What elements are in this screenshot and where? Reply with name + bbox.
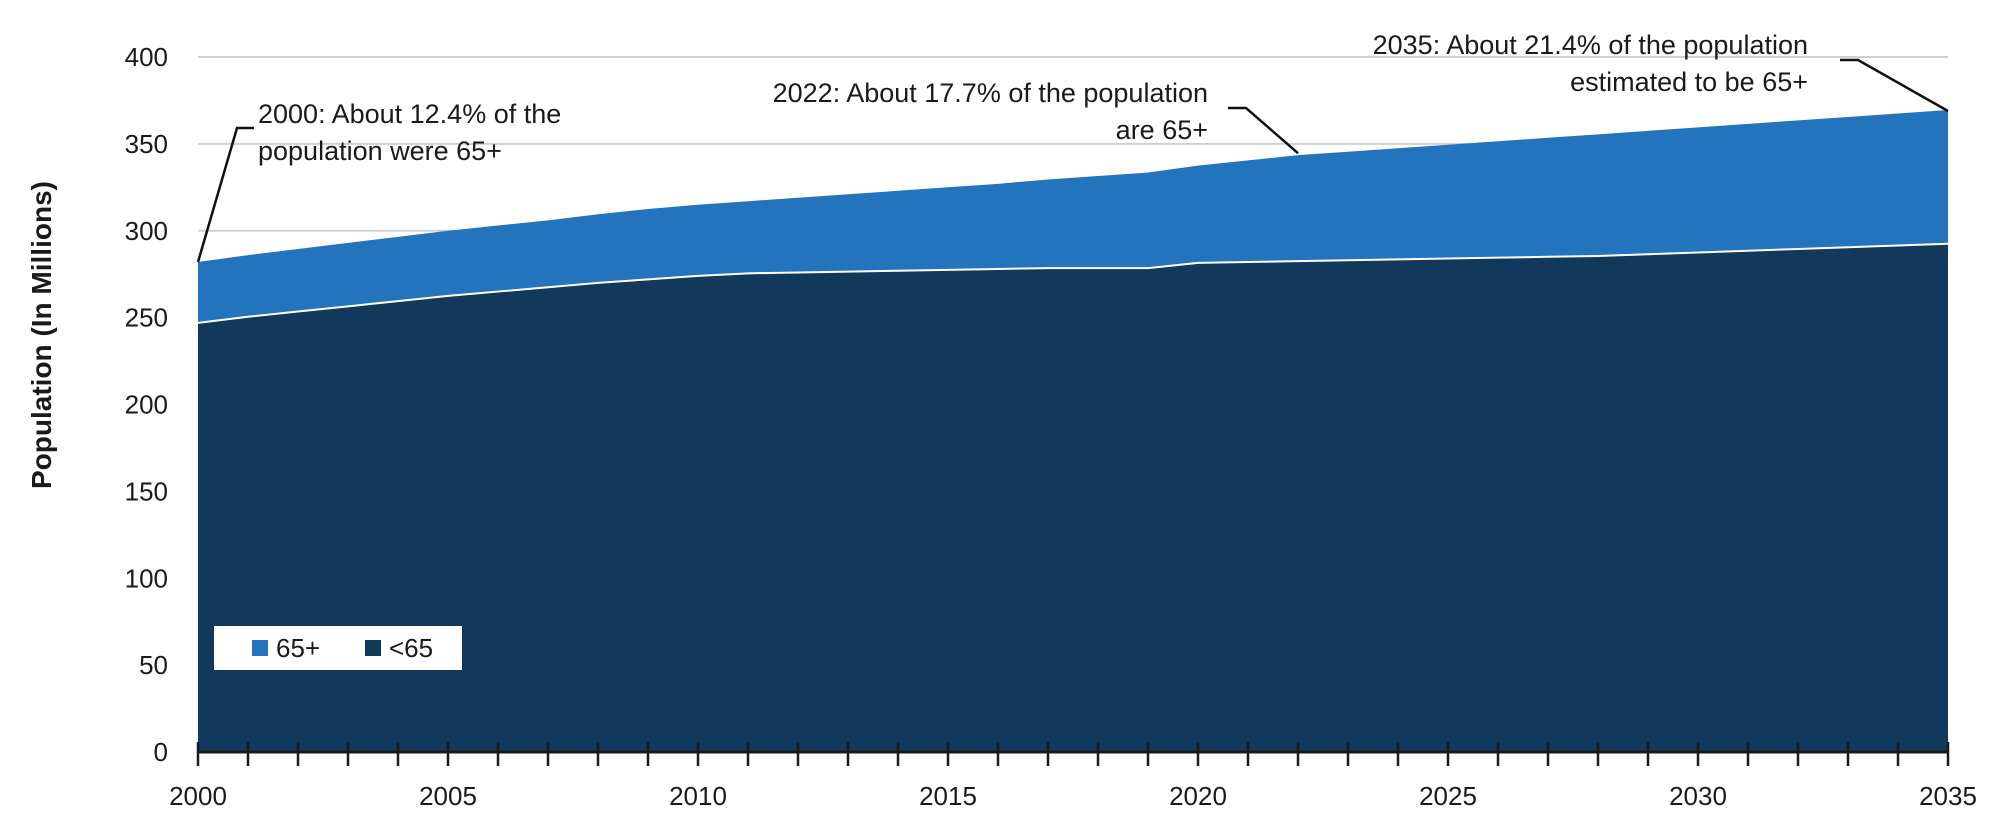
y-tick-label: 150 xyxy=(125,476,168,506)
x-tick-label: 2010 xyxy=(669,781,727,811)
annotations: 2000: About 12.4% of the population were … xyxy=(196,30,1949,263)
legend-label: 65+ xyxy=(276,633,320,663)
annotation-text: 2000: About 12.4% of the xyxy=(258,99,561,129)
legend-label: <65 xyxy=(389,633,433,663)
area-series-65-plus xyxy=(198,109,1948,323)
legend-swatch xyxy=(252,640,268,656)
x-tick-label: 2000 xyxy=(169,781,227,811)
y-tick-label: 300 xyxy=(125,216,168,246)
annotation-text: 2022: About 17.7% of the population xyxy=(773,78,1208,108)
annotation-text: population were 65+ xyxy=(258,136,502,166)
x-tick-label: 2030 xyxy=(1669,781,1727,811)
x-axis-ticks: 2000 2005 2010 2015 2020 2025 2030 2035 xyxy=(169,781,1977,811)
annotation: 2035: About 21.4% of the population estim… xyxy=(1373,30,1949,113)
annotation-text: 2035: About 21.4% of the population xyxy=(1373,30,1808,60)
legend: 65+ <65 xyxy=(214,626,462,670)
annotation-text: estimated to be 65+ xyxy=(1570,67,1808,97)
y-tick-label: 0 xyxy=(154,737,168,767)
y-tick-label: 50 xyxy=(139,650,168,680)
y-tick-label: 100 xyxy=(125,563,168,593)
x-tick-label: 2005 xyxy=(419,781,477,811)
y-tick-label: 350 xyxy=(125,129,168,159)
y-axis-title: Population (In Millions) xyxy=(26,181,57,489)
legend-swatch xyxy=(365,640,381,656)
annotation: 2000: About 12.4% of the population were … xyxy=(196,99,561,263)
annotation-text: are 65+ xyxy=(1116,115,1208,145)
area-series-under-65 xyxy=(198,243,1948,752)
annotation-leader-line xyxy=(1840,58,1949,113)
x-tick-label: 2015 xyxy=(919,781,977,811)
annotation-leader-line xyxy=(1228,106,1299,155)
annotation: 2022: About 17.7% of the population are 6… xyxy=(773,78,1299,155)
series-boundary-line xyxy=(197,242,1949,324)
x-tick-label: 2025 xyxy=(1419,781,1477,811)
x-axis xyxy=(196,742,1950,766)
area-series xyxy=(197,109,1949,752)
y-tick-label: 400 xyxy=(125,42,168,72)
x-tick-label: 2035 xyxy=(1919,781,1977,811)
y-tick-label: 250 xyxy=(125,303,168,333)
y-tick-label: 200 xyxy=(125,390,168,420)
annotation-leader-line xyxy=(196,126,254,263)
x-tick-label: 2020 xyxy=(1169,781,1227,811)
y-axis-ticks: 0 50 100 150 200 250 300 350 400 xyxy=(125,42,168,767)
